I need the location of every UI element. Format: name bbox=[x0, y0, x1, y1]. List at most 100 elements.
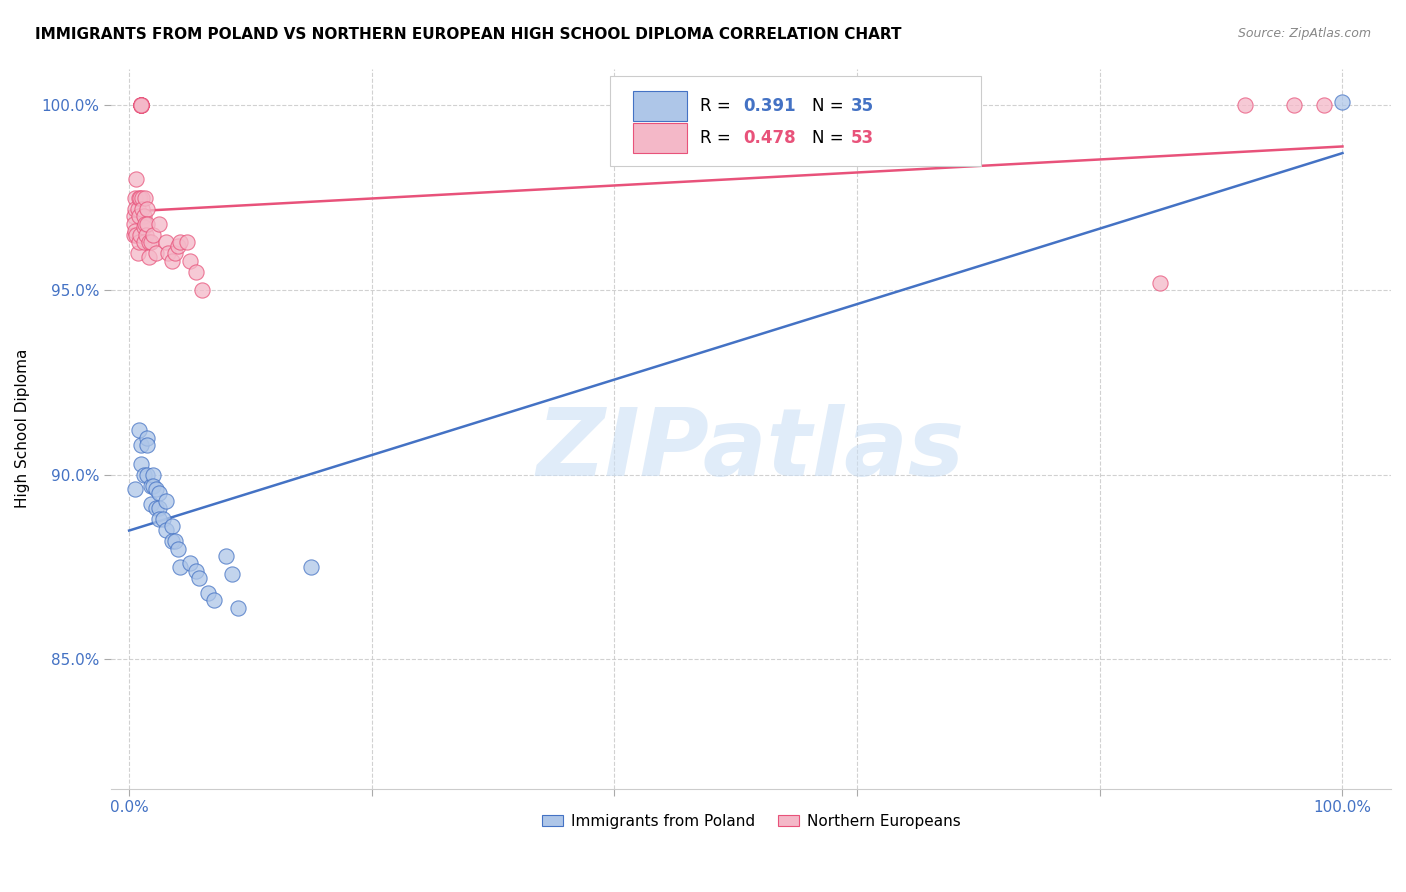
Point bbox=[138, 250, 160, 264]
Point bbox=[127, 202, 149, 216]
Point bbox=[1234, 98, 1257, 112]
Point bbox=[132, 220, 155, 235]
Point bbox=[148, 500, 170, 515]
Text: ZIPatlas: ZIPatlas bbox=[537, 404, 965, 496]
Point bbox=[128, 423, 150, 437]
Point bbox=[221, 567, 243, 582]
Point bbox=[228, 600, 250, 615]
Point bbox=[165, 534, 187, 549]
Point bbox=[131, 202, 153, 216]
Text: R =: R = bbox=[700, 97, 735, 115]
Point bbox=[134, 217, 156, 231]
Point bbox=[128, 209, 150, 223]
Point bbox=[124, 202, 146, 216]
Point bbox=[1331, 95, 1354, 109]
Point bbox=[129, 98, 152, 112]
Point bbox=[142, 227, 165, 242]
Point bbox=[129, 98, 152, 112]
Point bbox=[122, 217, 145, 231]
Point bbox=[1282, 98, 1305, 112]
Text: 53: 53 bbox=[851, 128, 875, 146]
Point bbox=[135, 227, 157, 242]
Point bbox=[124, 224, 146, 238]
Legend: Immigrants from Poland, Northern Europeans: Immigrants from Poland, Northern Europea… bbox=[536, 807, 966, 835]
Point bbox=[139, 479, 162, 493]
Point bbox=[142, 479, 165, 493]
Y-axis label: High School Diploma: High School Diploma bbox=[15, 349, 30, 508]
Point bbox=[128, 191, 150, 205]
Point bbox=[197, 586, 219, 600]
Point bbox=[122, 227, 145, 242]
Point bbox=[122, 209, 145, 223]
Text: Source: ZipAtlas.com: Source: ZipAtlas.com bbox=[1237, 27, 1371, 40]
Point bbox=[129, 98, 152, 112]
Point bbox=[136, 431, 159, 445]
Text: 0.478: 0.478 bbox=[744, 128, 796, 146]
Point bbox=[169, 235, 191, 249]
Text: IMMIGRANTS FROM POLAND VS NORTHERN EUROPEAN HIGH SCHOOL DIPLOMA CORRELATION CHAR: IMMIGRANTS FROM POLAND VS NORTHERN EUROP… bbox=[35, 27, 901, 42]
Text: 0.391: 0.391 bbox=[744, 97, 796, 115]
Point bbox=[184, 264, 207, 278]
Point bbox=[184, 564, 207, 578]
Point bbox=[156, 246, 179, 260]
Point bbox=[166, 541, 188, 556]
Point bbox=[129, 227, 152, 242]
Point bbox=[129, 98, 152, 112]
Point bbox=[202, 593, 225, 607]
Point bbox=[145, 483, 167, 497]
Point bbox=[129, 98, 152, 112]
Point bbox=[134, 191, 156, 205]
Point bbox=[179, 556, 201, 570]
Point bbox=[124, 191, 146, 205]
Point bbox=[125, 227, 148, 242]
FancyBboxPatch shape bbox=[610, 76, 981, 166]
Point bbox=[155, 493, 177, 508]
Point bbox=[136, 217, 159, 231]
Point bbox=[145, 500, 167, 515]
Point bbox=[129, 191, 152, 205]
Point bbox=[155, 523, 177, 537]
Point bbox=[160, 534, 183, 549]
Point bbox=[142, 467, 165, 482]
Text: R =: R = bbox=[700, 128, 735, 146]
Text: N =: N = bbox=[813, 97, 849, 115]
Point bbox=[136, 438, 159, 452]
FancyBboxPatch shape bbox=[633, 122, 688, 153]
Point bbox=[129, 457, 152, 471]
Point bbox=[148, 512, 170, 526]
Point bbox=[125, 172, 148, 186]
Point bbox=[1149, 276, 1171, 290]
Point bbox=[165, 246, 187, 260]
Text: 35: 35 bbox=[851, 97, 875, 115]
Point bbox=[148, 217, 170, 231]
Point bbox=[188, 571, 211, 585]
Point bbox=[160, 519, 183, 533]
Point bbox=[169, 560, 191, 574]
Point bbox=[129, 98, 152, 112]
Point bbox=[191, 283, 214, 297]
FancyBboxPatch shape bbox=[633, 91, 688, 121]
Point bbox=[176, 235, 198, 249]
Point bbox=[148, 486, 170, 500]
Point bbox=[138, 235, 160, 249]
Point bbox=[128, 235, 150, 249]
Point bbox=[129, 438, 152, 452]
Point bbox=[155, 235, 177, 249]
Point bbox=[124, 483, 146, 497]
Point bbox=[136, 202, 159, 216]
Point bbox=[129, 98, 152, 112]
Point bbox=[129, 98, 152, 112]
Point bbox=[139, 497, 162, 511]
Point bbox=[152, 512, 174, 526]
Point bbox=[139, 235, 162, 249]
Point bbox=[299, 560, 322, 574]
Point bbox=[136, 467, 159, 482]
Point bbox=[179, 253, 201, 268]
Point bbox=[131, 191, 153, 205]
Point bbox=[1313, 98, 1336, 112]
Text: N =: N = bbox=[813, 128, 849, 146]
Point bbox=[132, 235, 155, 249]
Point bbox=[215, 549, 238, 563]
Point bbox=[145, 246, 167, 260]
Point bbox=[132, 467, 155, 482]
